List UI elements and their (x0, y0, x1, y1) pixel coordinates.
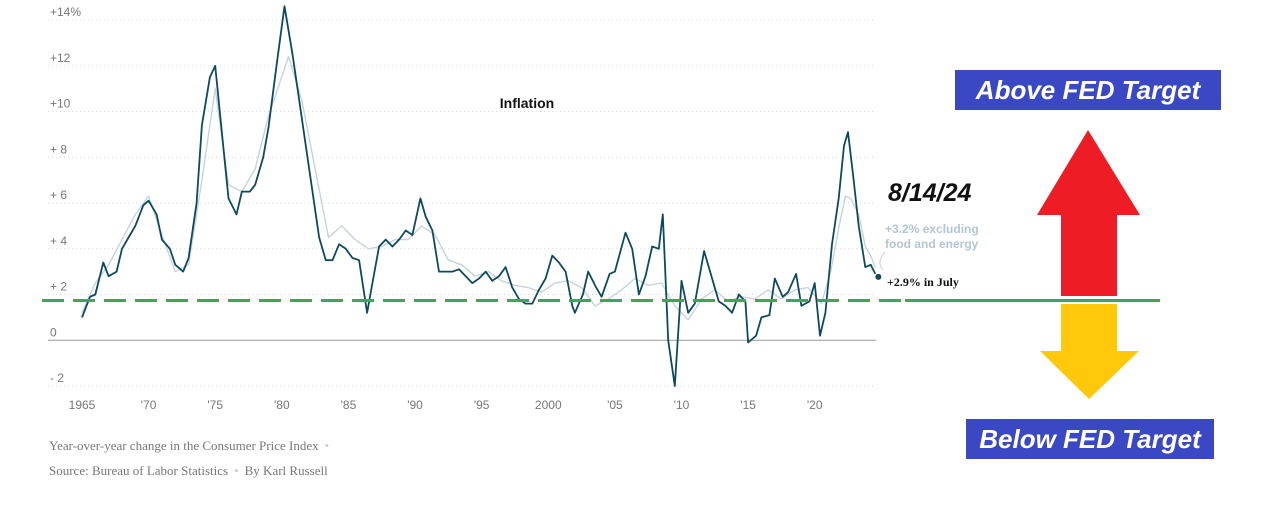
x-tick-label: '85 (341, 398, 357, 412)
headline-annotation: +2.9% in July (887, 275, 959, 289)
y-tick-label: + 8 (50, 142, 67, 156)
y-tick-label: + 2 (50, 280, 67, 294)
y-tick-label: + 4 (50, 234, 67, 248)
x-tick-label: '20 (807, 398, 823, 412)
y-tick-label: 0 (50, 325, 57, 339)
x-tick-label: 1965 (69, 398, 96, 412)
x-tick-label: '80 (274, 398, 290, 412)
y-axis-ticks: +14% +12 +10 + 8 + 6 + 4 + 2 0 - 2 (50, 5, 81, 385)
x-tick-label: 2000 (535, 398, 562, 412)
y-tick-label: +10 (50, 97, 71, 111)
source-dot: • (234, 463, 239, 478)
caption-dot: • (324, 438, 330, 453)
x-axis-ticks: 1965 '70 '75 '80 '85 '90 '95 2000 '05 '10 '15 '20 (69, 398, 823, 412)
y-tick-label: - 2 (50, 371, 64, 385)
chart-source-row: Source: Bureau of Labor Statistics • By Ka… (49, 463, 328, 479)
x-tick-label: '90 (407, 398, 423, 412)
y-tick-label: +14% (50, 5, 81, 19)
chart-title: Inflation (500, 95, 554, 111)
chart-byline: By Karl Russell (244, 463, 328, 478)
chart-caption-row: Year-over-year change in the Consumer Pr… (49, 438, 335, 454)
gridlines (48, 19, 876, 387)
chart-caption: Year-over-year change in the Consumer Pr… (49, 438, 319, 453)
x-tick-label: '15 (740, 398, 756, 412)
series-lines (81, 5, 877, 387)
date-annotation: 8/14/24 (888, 179, 972, 207)
x-tick-label: '95 (474, 398, 490, 412)
above-fed-target-label: Above FED Target (955, 70, 1221, 110)
core-annotation-pointer (879, 251, 886, 271)
core-cpi-series-line (81, 55, 876, 321)
chart-source: Source: Bureau of Labor Statistics (49, 463, 229, 478)
x-tick-label: '75 (207, 398, 223, 412)
x-tick-label: '05 (607, 398, 623, 412)
latest-value-dot (875, 273, 882, 280)
x-tick-label: '10 (674, 398, 690, 412)
x-tick-label: '70 (141, 398, 157, 412)
y-tick-label: + 6 (50, 188, 67, 202)
up-arrow-icon (1037, 130, 1140, 296)
down-arrow-icon (1040, 304, 1139, 399)
core-annotation-line1: +3.2% excluding (885, 222, 979, 236)
cpi-series-line (81, 5, 877, 387)
y-tick-label: +12 (50, 51, 71, 65)
below-fed-target-label: Below FED Target (966, 419, 1214, 459)
core-annotation-line2: food and energy (885, 237, 979, 251)
